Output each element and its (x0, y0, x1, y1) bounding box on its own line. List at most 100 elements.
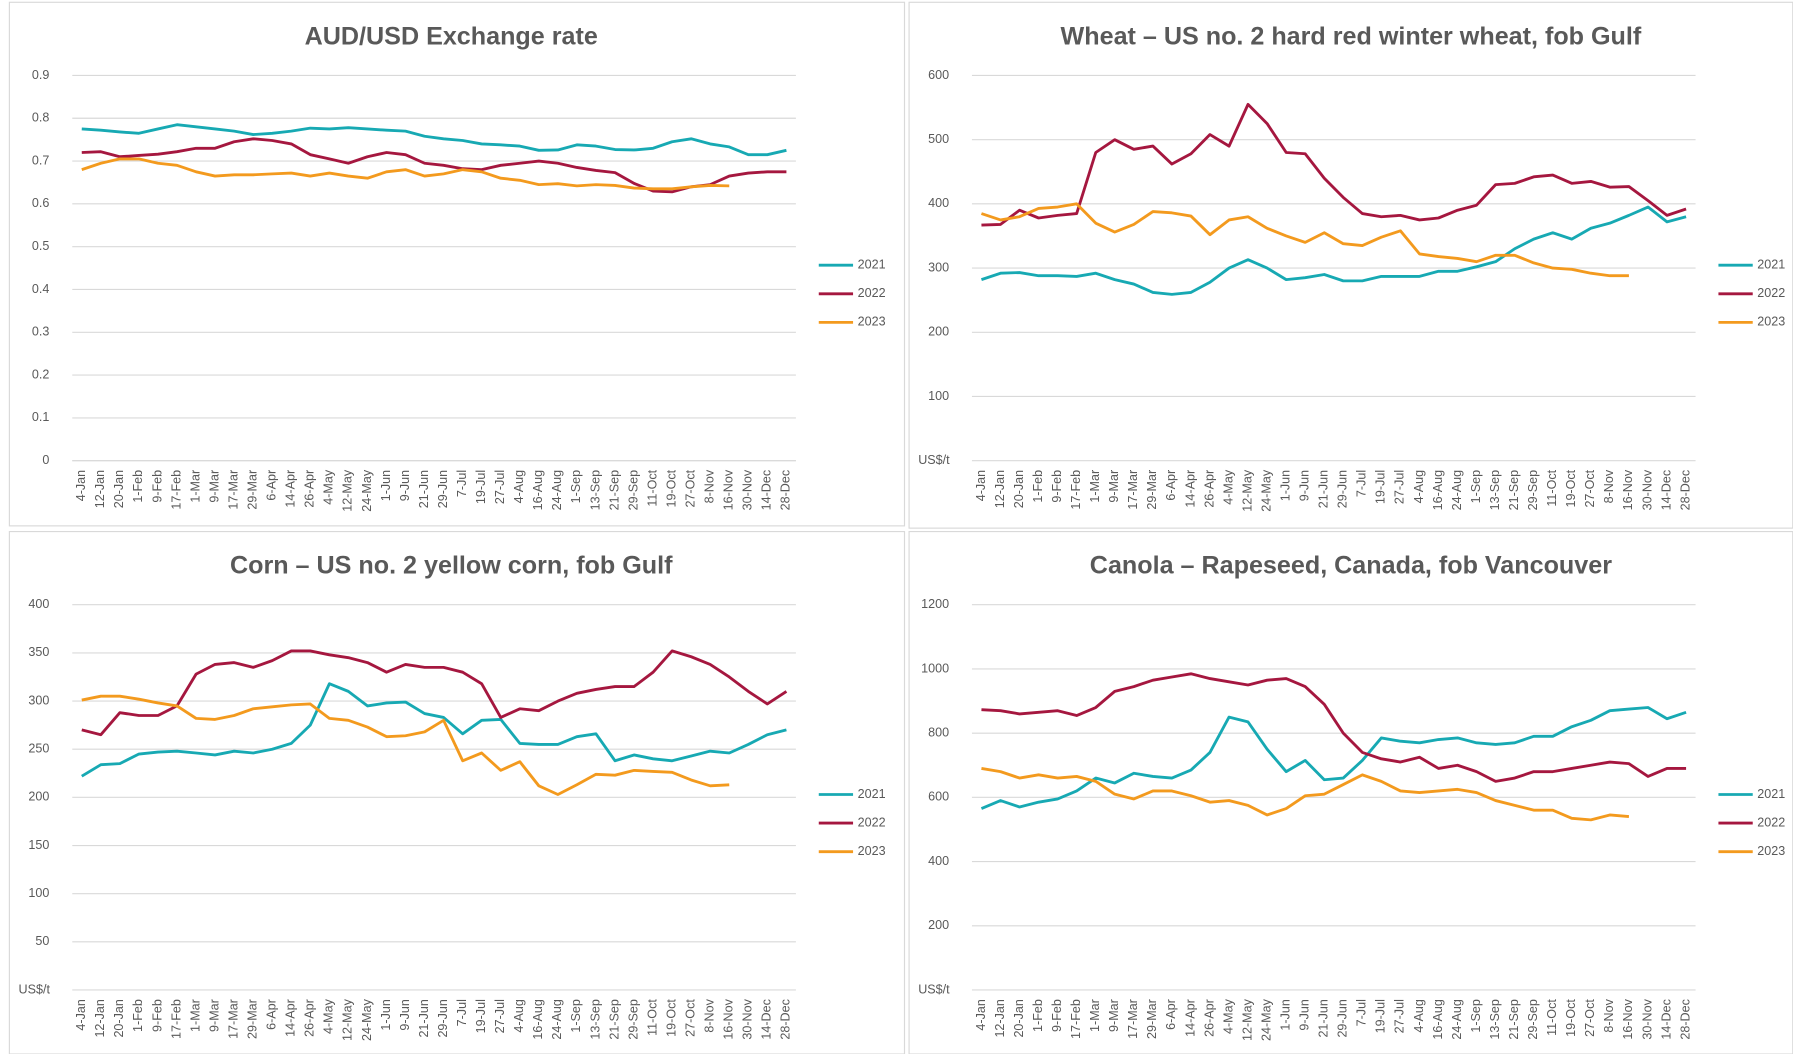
x-tick-label: 11-Oct (645, 469, 659, 506)
chart-title: Wheat – US no. 2 hard red winter wheat, … (1061, 22, 1642, 50)
x-tick-label: 14-Dec (1659, 999, 1673, 1040)
x-tick-label: 4-May (1221, 469, 1235, 505)
x-tick-label: 17-Feb (169, 470, 183, 510)
y-tick-label: 300 (28, 693, 49, 707)
x-tick-label: 29-Sep (1526, 999, 1540, 1040)
legend-label: 2022 (1757, 815, 1785, 829)
x-tick-label: 19-Jul (474, 470, 488, 504)
x-tick-label: 1-Jun (1278, 470, 1292, 501)
x-tick-label: 17-Feb (169, 999, 183, 1039)
x-tick-label: 6-Apr (265, 999, 279, 1030)
x-tick-label: 24-May (360, 998, 374, 1041)
y-tick-label: 0.9 (32, 68, 49, 82)
x-tick-label: 28-Dec (1678, 470, 1692, 511)
x-tick-label: 28-Dec (779, 470, 793, 511)
x-tick-label: 11-Oct (1545, 469, 1559, 506)
y-tick-label: 600 (928, 68, 949, 82)
legend-label: 2022 (1757, 286, 1785, 300)
series-line (81, 123, 787, 157)
legend-label: 2023 (858, 315, 886, 329)
x-tick-label: 1-Jun (379, 470, 393, 501)
y-tick-label: 200 (928, 918, 949, 932)
y-tick-label: 0.7 (32, 153, 49, 167)
x-tick-label: 9-Jun (398, 999, 412, 1030)
y-tick-label: 50 (35, 934, 49, 948)
x-tick-label: 7-Jul (1355, 999, 1369, 1026)
legend-label: 2021 (1757, 258, 1785, 272)
x-tick-label: 9-Mar (207, 999, 221, 1032)
x-tick-label: 9-Mar (1107, 470, 1121, 503)
y-tick-label: 0.6 (32, 196, 49, 210)
x-tick-label: 13-Sep (588, 470, 602, 511)
x-tick-label: 19-Jul (1374, 470, 1388, 504)
x-tick-label: 12-May (1240, 469, 1254, 512)
x-tick-label: 4-Aug (512, 999, 526, 1033)
x-tick-label: 1-Sep (569, 470, 583, 504)
x-tick-label: 12-May (341, 998, 355, 1041)
series-line (981, 102, 1687, 227)
series-line (81, 137, 787, 194)
x-tick-label: 8-Nov (703, 469, 717, 503)
x-tick-label: 21-Jun (1317, 999, 1331, 1037)
x-tick-label: 4-May (322, 998, 336, 1034)
x-tick-label: 28-Dec (779, 999, 793, 1040)
x-tick-label: 6-Apr (265, 470, 279, 501)
x-tick-label: 27-Oct (1583, 469, 1597, 507)
x-tick-label: 19-Oct (1564, 999, 1578, 1037)
x-tick-label: 4-Jan (74, 470, 88, 501)
x-tick-label: 9-Mar (1107, 999, 1121, 1032)
legend-label: 2023 (858, 844, 886, 858)
legend-label: 2022 (858, 286, 886, 300)
x-tick-label: 12-Jan (93, 999, 107, 1037)
x-tick-label: 24-Aug (550, 470, 564, 511)
x-tick-label: 29-Mar (1145, 999, 1159, 1039)
x-tick-label: 4-May (322, 469, 336, 505)
series-line (981, 767, 1630, 822)
x-tick-label: 6-Apr (1164, 999, 1178, 1030)
x-tick-label: 8-Nov (703, 998, 717, 1032)
x-tick-label: 4-Jan (974, 470, 988, 501)
x-tick-label: 1-Jun (379, 999, 393, 1030)
x-tick-label: 30-Nov (741, 469, 755, 510)
x-tick-label: 19-Oct (664, 999, 678, 1037)
x-tick-label: 27-Jul (1393, 470, 1407, 504)
y-tick-label: 100 (28, 886, 49, 900)
x-tick-label: 1-Sep (1469, 470, 1483, 504)
x-tick-label: 9-Feb (150, 470, 164, 503)
x-tick-label: 26-Apr (303, 999, 317, 1037)
y-tick-label: 200 (28, 790, 49, 804)
y-tick-label: 0.5 (32, 239, 49, 253)
chart-title: Canola – Rapeseed, Canada, fob Vancouver (1090, 552, 1612, 580)
x-tick-label: 29-Mar (246, 470, 260, 510)
y-axis-label: US$/t (918, 982, 950, 996)
x-tick-label: 13-Sep (1488, 999, 1502, 1040)
x-tick-label: 24-Aug (550, 999, 564, 1040)
x-tick-label: 24-May (1259, 469, 1273, 512)
x-tick-label: 20-Jan (112, 999, 126, 1037)
x-tick-label: 9-Feb (1050, 999, 1064, 1032)
y-tick-label: 200 (928, 325, 949, 339)
x-tick-label: 30-Nov (1640, 469, 1654, 510)
x-tick-label: 19-Jul (474, 999, 488, 1033)
y-tick-label: 1200 (921, 597, 949, 611)
chart-panel: Wheat – US no. 2 hard red winter wheat, … (908, 1, 1793, 529)
x-tick-label: 29-Mar (246, 999, 260, 1039)
y-tick-label: 0 (42, 453, 49, 467)
x-tick-label: 27-Jul (493, 470, 507, 504)
x-tick-label: 9-Feb (150, 999, 164, 1032)
x-tick-label: 16-Nov (1621, 469, 1635, 510)
x-tick-label: 27-Oct (1583, 999, 1597, 1037)
x-tick-label: 1-Sep (1469, 999, 1483, 1033)
y-tick-label: 400 (28, 597, 49, 611)
legend-label: 2021 (858, 787, 886, 801)
y-tick-label: 500 (928, 132, 949, 146)
x-tick-label: 9-Feb (1050, 470, 1064, 503)
x-tick-label: 24-May (1259, 998, 1273, 1041)
x-tick-label: 14-Apr (284, 999, 298, 1037)
x-tick-label: 12-Jan (93, 470, 107, 508)
x-tick-label: 29-Sep (1526, 470, 1540, 511)
x-tick-label: 26-Apr (1202, 470, 1216, 508)
x-tick-label: 9-Mar (207, 470, 221, 503)
y-tick-label: 150 (28, 838, 49, 852)
